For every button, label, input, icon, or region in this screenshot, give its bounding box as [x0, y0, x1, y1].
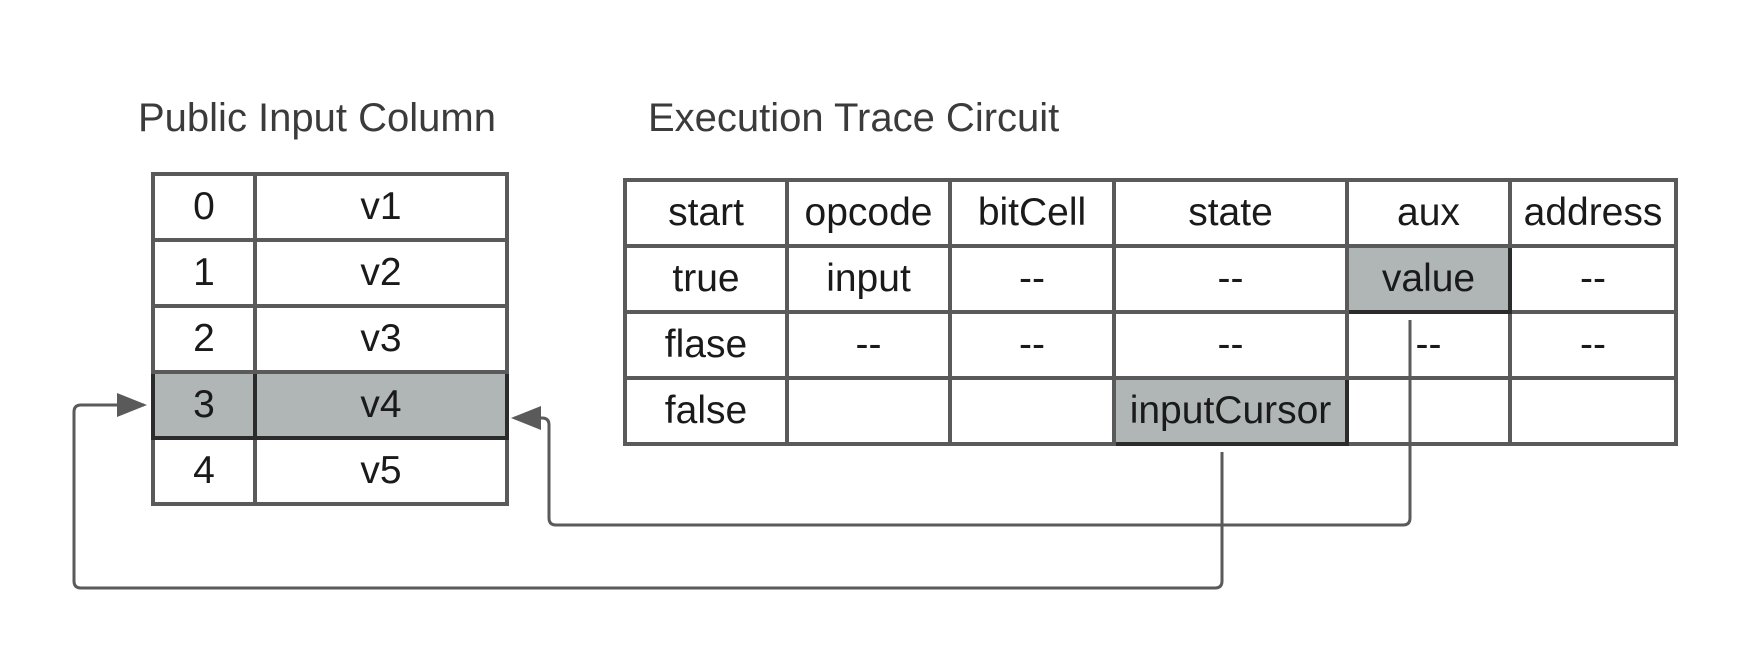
trace-header-state: state: [1112, 178, 1349, 248]
trace-header-opcode: opcode: [785, 178, 952, 248]
public-input-row: 1 v2: [151, 238, 509, 308]
public-input-index: 2: [151, 304, 257, 374]
trace-cell: true: [623, 244, 789, 314]
trace-header-start: start: [623, 178, 789, 248]
public-input-table: 0 v1 1 v2 2 v3 3 v4 4 v5: [151, 172, 509, 506]
public-input-index-highlighted: 3: [151, 370, 257, 440]
public-input-value: v5: [253, 436, 509, 506]
execution-trace-title: Execution Trace Circuit: [648, 96, 1060, 140]
public-input-row-highlighted: 3 v4: [151, 370, 509, 440]
trace-row: flase -- -- -- -- --: [623, 310, 1678, 380]
trace-cell-state-inputcursor-highlighted: inputCursor: [1112, 376, 1349, 446]
trace-header-address: address: [1508, 178, 1678, 248]
trace-cell: [948, 376, 1116, 446]
trace-cell: --: [1112, 310, 1349, 380]
trace-cell: --: [948, 310, 1116, 380]
trace-cell: --: [1345, 310, 1512, 380]
public-input-row: 2 v3: [151, 304, 509, 374]
public-input-value: v3: [253, 304, 509, 374]
trace-header-aux: aux: [1345, 178, 1512, 248]
trace-cell: --: [785, 310, 952, 380]
trace-cell: flase: [623, 310, 789, 380]
public-input-value: v1: [253, 172, 509, 242]
trace-header-bitcell: bitCell: [948, 178, 1116, 248]
trace-cell: --: [1508, 310, 1678, 380]
trace-cell: [785, 376, 952, 446]
trace-cell: [1508, 376, 1678, 446]
trace-cell: --: [1508, 244, 1678, 314]
public-input-value-highlighted: v4: [253, 370, 509, 440]
trace-row: false inputCursor: [623, 376, 1678, 446]
public-input-index: 0: [151, 172, 257, 242]
public-input-index: 1: [151, 238, 257, 308]
trace-cell: false: [623, 376, 789, 446]
trace-header-row: start opcode bitCell state aux address: [623, 178, 1678, 248]
trace-cell: --: [948, 244, 1116, 314]
trace-cell: input: [785, 244, 952, 314]
trace-cell: [1345, 376, 1512, 446]
public-input-title: Public Input Column: [138, 96, 496, 140]
public-input-row: 4 v5: [151, 436, 509, 506]
public-input-index: 4: [151, 436, 257, 506]
trace-cell-aux-value-highlighted: value: [1345, 244, 1512, 314]
trace-row: true input -- -- value --: [623, 244, 1678, 314]
public-input-value: v2: [253, 238, 509, 308]
execution-trace-table: start opcode bitCell state aux address t…: [623, 178, 1678, 446]
trace-cell: --: [1112, 244, 1349, 314]
public-input-row: 0 v1: [151, 172, 509, 242]
